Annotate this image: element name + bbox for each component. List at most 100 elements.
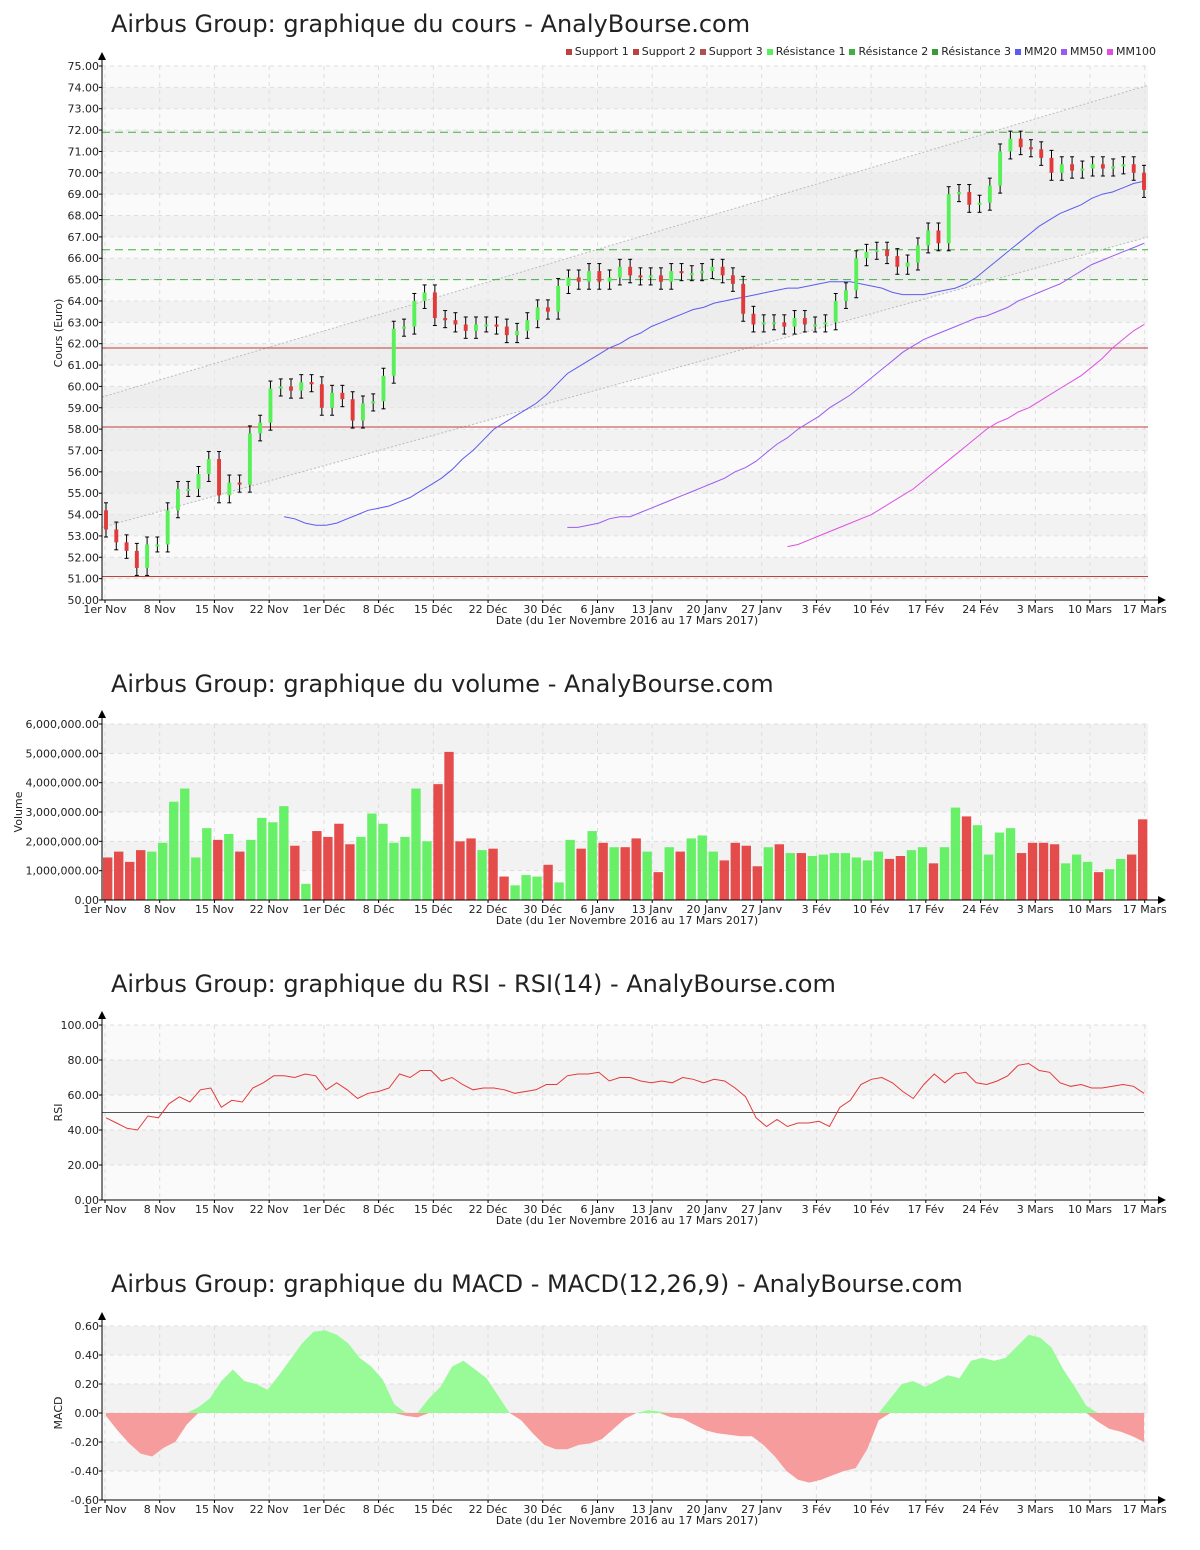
candle — [1039, 141, 1044, 166]
candle — [885, 241, 890, 265]
volume-bar-down — [488, 848, 498, 900]
x-axis-arrow — [1158, 896, 1166, 904]
candle-body-up — [391, 328, 396, 376]
candle-body-up — [854, 258, 859, 291]
candle-body-up — [381, 375, 386, 402]
legend-swatch — [565, 49, 572, 55]
x-tick-label: 1er Déc — [302, 1203, 345, 1216]
candle — [360, 395, 365, 429]
volume-bar-up — [763, 847, 773, 900]
candle — [104, 502, 108, 538]
plot-background — [102, 1025, 1148, 1200]
x-tick-label: 22 Nov — [250, 1503, 289, 1516]
y-tick-label: -0.60 — [71, 1494, 99, 1507]
y-tick-label: 60.00 — [68, 1089, 100, 1102]
y-tick-label: 51.00 — [68, 573, 100, 586]
candle — [535, 299, 540, 329]
candle-body-down — [885, 249, 890, 257]
volume-chart: 0.00 1,000,000.00 2,000,000.00 3,000,000.00… — [12, 710, 1167, 927]
candle-body-down — [751, 313, 756, 325]
grid-band — [102, 1471, 1148, 1500]
candle — [391, 320, 396, 384]
volume-bar-down — [928, 863, 939, 900]
y-tick-label: 54.00 — [68, 509, 100, 522]
x-tick-label: 8 Déc — [363, 1203, 395, 1216]
rsi-chart: 0.00 20.00 40.00 60.00 80.00 100.00 1er Nov 8 N… — [52, 1011, 1167, 1227]
y-tick-label: 0.40 — [75, 1349, 100, 1362]
candle — [792, 310, 797, 335]
candle-body-up — [535, 307, 540, 321]
x-tick-label: 10 Fév — [853, 1203, 890, 1216]
candle-body-up — [864, 251, 869, 259]
volume-bar-up — [1115, 858, 1126, 900]
y-tick-label: 59.00 — [68, 402, 100, 415]
candle — [217, 451, 222, 504]
x-axis-label: Date (du 1er Novembre 2016 au 17 Mars 20… — [496, 614, 758, 627]
candle-body-up — [813, 324, 818, 327]
volume-bar-up — [609, 847, 619, 900]
x-tick-label: 10 Mars — [1068, 903, 1112, 916]
volume-bar-up — [642, 851, 652, 900]
trend-lower-line — [101, 236, 1149, 528]
x-tick-label: 15 Déc — [414, 903, 453, 916]
x-tick-label: 10 Mars — [1068, 603, 1112, 616]
y-tick-label: 68.00 — [68, 210, 100, 223]
candle — [350, 391, 355, 429]
axes — [99, 714, 1164, 903]
candle — [371, 393, 376, 412]
grid-band — [102, 1326, 1148, 1355]
y-tick-label: 3,000,000.00 — [26, 806, 99, 819]
y-tick-label: 67.00 — [68, 231, 100, 244]
volume-bar-down — [961, 816, 972, 900]
x-tick-label: 13 Janv — [632, 1503, 673, 1516]
candle — [494, 316, 499, 335]
candle-body-up — [566, 277, 571, 287]
candle — [915, 237, 920, 271]
x-tick-label: 22 Déc — [469, 903, 508, 916]
candle-body-up — [926, 230, 931, 246]
y-tick-label: 71.00 — [68, 145, 100, 158]
volume-chart-title: Airbus Group: graphique du volume - Anal… — [111, 670, 774, 698]
rsi-chart-title: Airbus Group: graphique du RSI - RSI(14)… — [111, 970, 836, 998]
y-axis-arrow — [98, 1312, 106, 1320]
candle — [669, 263, 674, 290]
candle-body-up — [915, 245, 920, 263]
volume-bar-up — [939, 847, 950, 900]
candle-body-down — [309, 382, 314, 385]
candle-body-down — [1070, 164, 1075, 171]
candle — [587, 263, 592, 290]
candle-body-down — [319, 384, 324, 408]
candle-body-down — [967, 192, 972, 205]
candle-body-up — [1080, 168, 1085, 171]
volume-bar-up — [829, 853, 840, 900]
legend-label: Résistance 1 — [775, 45, 846, 58]
candle — [165, 502, 170, 553]
x-tick-label: 13 Janv — [632, 603, 673, 616]
y-tick-label: 0.00 — [75, 1407, 100, 1420]
y-axis-arrow — [98, 1011, 106, 1019]
candle — [484, 316, 489, 333]
candle — [751, 305, 756, 333]
price-chart: 50.00 51.00 52.00 53.00 54.00 55.00 56.00 57.00… — [52, 52, 1167, 627]
candle-body-down — [289, 386, 293, 391]
candle — [689, 265, 694, 282]
y-axis-label: Volume — [12, 791, 25, 832]
volume-bar-up — [1104, 869, 1115, 900]
candle — [299, 374, 304, 399]
volume-bar-up — [422, 841, 432, 900]
candle — [258, 414, 263, 442]
volume-bar-up — [367, 813, 377, 900]
candle-body-down — [217, 459, 221, 496]
volume-bar-up — [510, 885, 520, 900]
x-tick-label: 17 Mars — [1123, 603, 1167, 616]
x-tick-label: 15 Déc — [414, 1203, 453, 1216]
candle — [340, 384, 345, 408]
candle — [566, 269, 571, 294]
candle-body-up — [946, 194, 951, 244]
x-tick-label: 30 Déc — [523, 603, 562, 616]
x-tick-label: 1er Déc — [302, 903, 345, 916]
x-tick-label: 17 Mars — [1123, 1203, 1167, 1216]
x-tick-label: 30 Déc — [523, 1203, 562, 1216]
candle-body-down — [679, 271, 684, 274]
candle — [967, 184, 972, 213]
